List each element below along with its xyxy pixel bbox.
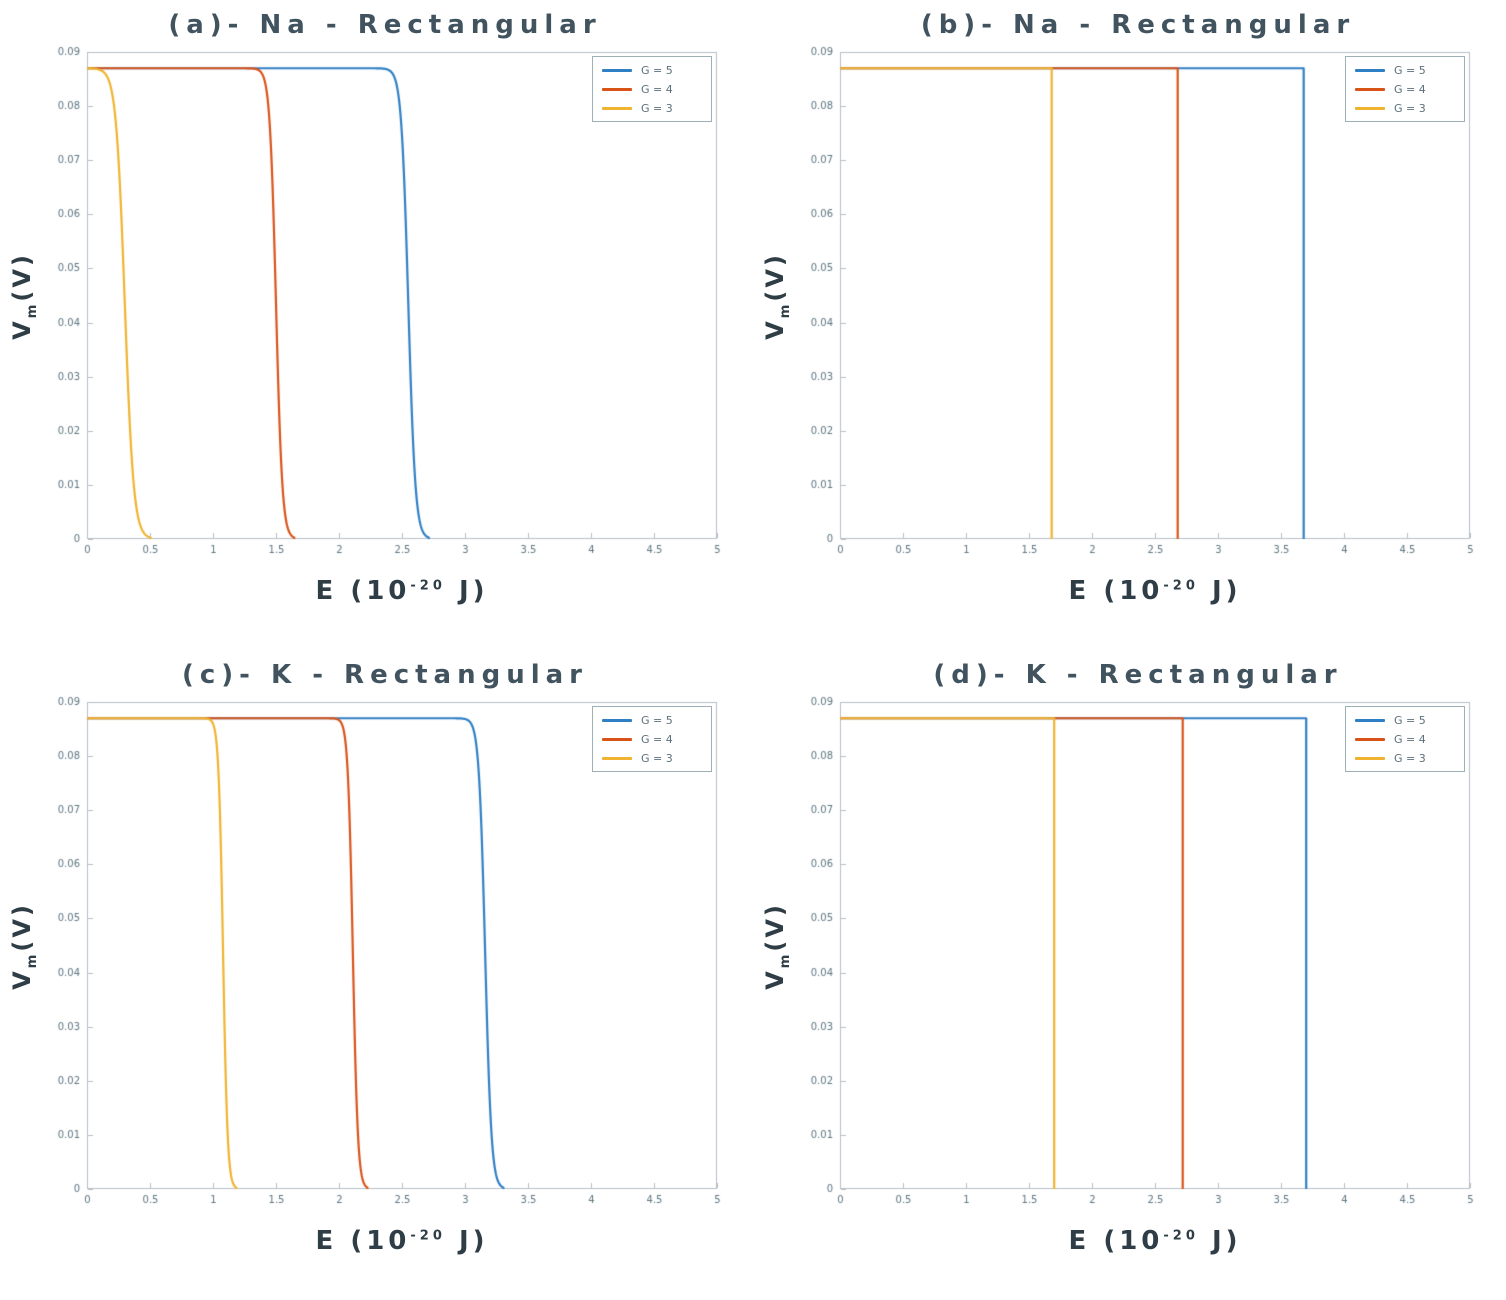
legend-label: G = 5 <box>641 713 673 727</box>
chart-panel-d: (d)- K - Rectangular Vm(V) E (10-20 J) G… <box>753 650 1506 1300</box>
legend-line-swatch-icon <box>1355 737 1385 741</box>
chart-canvas <box>788 44 1488 569</box>
legend-line-swatch-icon <box>1355 87 1385 91</box>
x-label-prefix: E (10 <box>1068 576 1164 606</box>
chart-canvas <box>788 694 1488 1219</box>
legend-label: G = 3 <box>641 751 673 765</box>
legend-entry: G = 3 <box>602 101 702 115</box>
y-label-suffix: (V) <box>8 902 36 952</box>
y-label-suffix: (V) <box>761 252 789 302</box>
chart-canvas <box>35 44 735 569</box>
legend: G = 5 G = 4 G = 3 <box>592 56 712 122</box>
legend-entry: G = 5 <box>602 63 702 77</box>
legend-line-swatch-icon <box>602 718 632 722</box>
legend: G = 5 G = 4 G = 3 <box>1345 56 1465 122</box>
legend-line-swatch-icon <box>602 87 632 91</box>
chart-title: (b)- Na - Rectangular <box>920 10 1356 40</box>
legend-line-swatch-icon <box>1355 106 1385 110</box>
y-label-suffix: (V) <box>761 902 789 952</box>
legend: G = 5 G = 4 G = 3 <box>592 706 712 772</box>
x-label-prefix: E (10 <box>315 1226 411 1256</box>
legend-line-swatch-icon <box>1355 68 1385 72</box>
legend-label: G = 4 <box>641 732 673 746</box>
legend-line-swatch-icon <box>1355 756 1385 760</box>
x-label-suffix: J) <box>1198 576 1242 606</box>
chart-panel-c: (c)- K - Rectangular Vm(V) E (10-20 J) G… <box>0 650 753 1300</box>
legend-label: G = 4 <box>1394 732 1426 746</box>
chart-canvas <box>35 694 735 1219</box>
legend-entry: G = 4 <box>602 82 702 96</box>
y-label-prefix: V <box>8 968 36 990</box>
legend-entry: G = 5 <box>1355 63 1455 77</box>
legend-label: G = 3 <box>1394 101 1426 115</box>
x-label-suffix: J) <box>445 576 489 606</box>
legend-label: G = 4 <box>641 82 673 96</box>
chart-panel-b: (b)- Na - Rectangular Vm(V) E (10-20 J) … <box>753 0 1506 650</box>
legend-entry: G = 5 <box>602 713 702 727</box>
legend-entry: G = 4 <box>1355 732 1455 746</box>
legend-label: G = 5 <box>641 63 673 77</box>
x-label-prefix: E (10 <box>1068 1226 1164 1256</box>
y-label-prefix: V <box>761 968 789 990</box>
legend: G = 5 G = 4 G = 3 <box>1345 706 1465 772</box>
legend-line-swatch-icon <box>602 756 632 760</box>
chart-title: (c)- K - Rectangular <box>181 660 588 690</box>
chart-title: (d)- K - Rectangular <box>933 660 1343 690</box>
legend-label: G = 5 <box>1394 713 1426 727</box>
x-axis-label: E (10-20 J) <box>87 576 717 606</box>
chart-panel-a: (a)- Na - Rectangular Vm(V) E (10-20 J) … <box>0 0 753 650</box>
legend-label: G = 5 <box>1394 63 1426 77</box>
legend-entry: G = 4 <box>1355 82 1455 96</box>
y-label-prefix: V <box>761 318 789 340</box>
legend-label: G = 3 <box>1394 751 1426 765</box>
x-label-exponent: -20 <box>1163 578 1199 594</box>
y-label-prefix: V <box>8 318 36 340</box>
x-axis-label: E (10-20 J) <box>87 1226 717 1256</box>
x-label-prefix: E (10 <box>315 576 411 606</box>
x-label-exponent: -20 <box>410 578 446 594</box>
x-axis-label: E (10-20 J) <box>840 1226 1470 1256</box>
legend-line-swatch-icon <box>1355 718 1385 722</box>
x-label-suffix: J) <box>445 1226 489 1256</box>
chart-title: (a)- Na - Rectangular <box>168 10 602 40</box>
legend-label: G = 4 <box>1394 82 1426 96</box>
legend-label: G = 3 <box>641 101 673 115</box>
legend-entry: G = 3 <box>1355 101 1455 115</box>
legend-entry: G = 3 <box>602 751 702 765</box>
legend-line-swatch-icon <box>602 737 632 741</box>
legend-entry: G = 4 <box>602 732 702 746</box>
y-label-suffix: (V) <box>8 252 36 302</box>
x-label-suffix: J) <box>1198 1226 1242 1256</box>
legend-line-swatch-icon <box>602 68 632 72</box>
x-label-exponent: -20 <box>1163 1228 1199 1244</box>
x-axis-label: E (10-20 J) <box>840 576 1470 606</box>
legend-entry: G = 5 <box>1355 713 1455 727</box>
legend-entry: G = 3 <box>1355 751 1455 765</box>
legend-line-swatch-icon <box>602 106 632 110</box>
x-label-exponent: -20 <box>410 1228 446 1244</box>
